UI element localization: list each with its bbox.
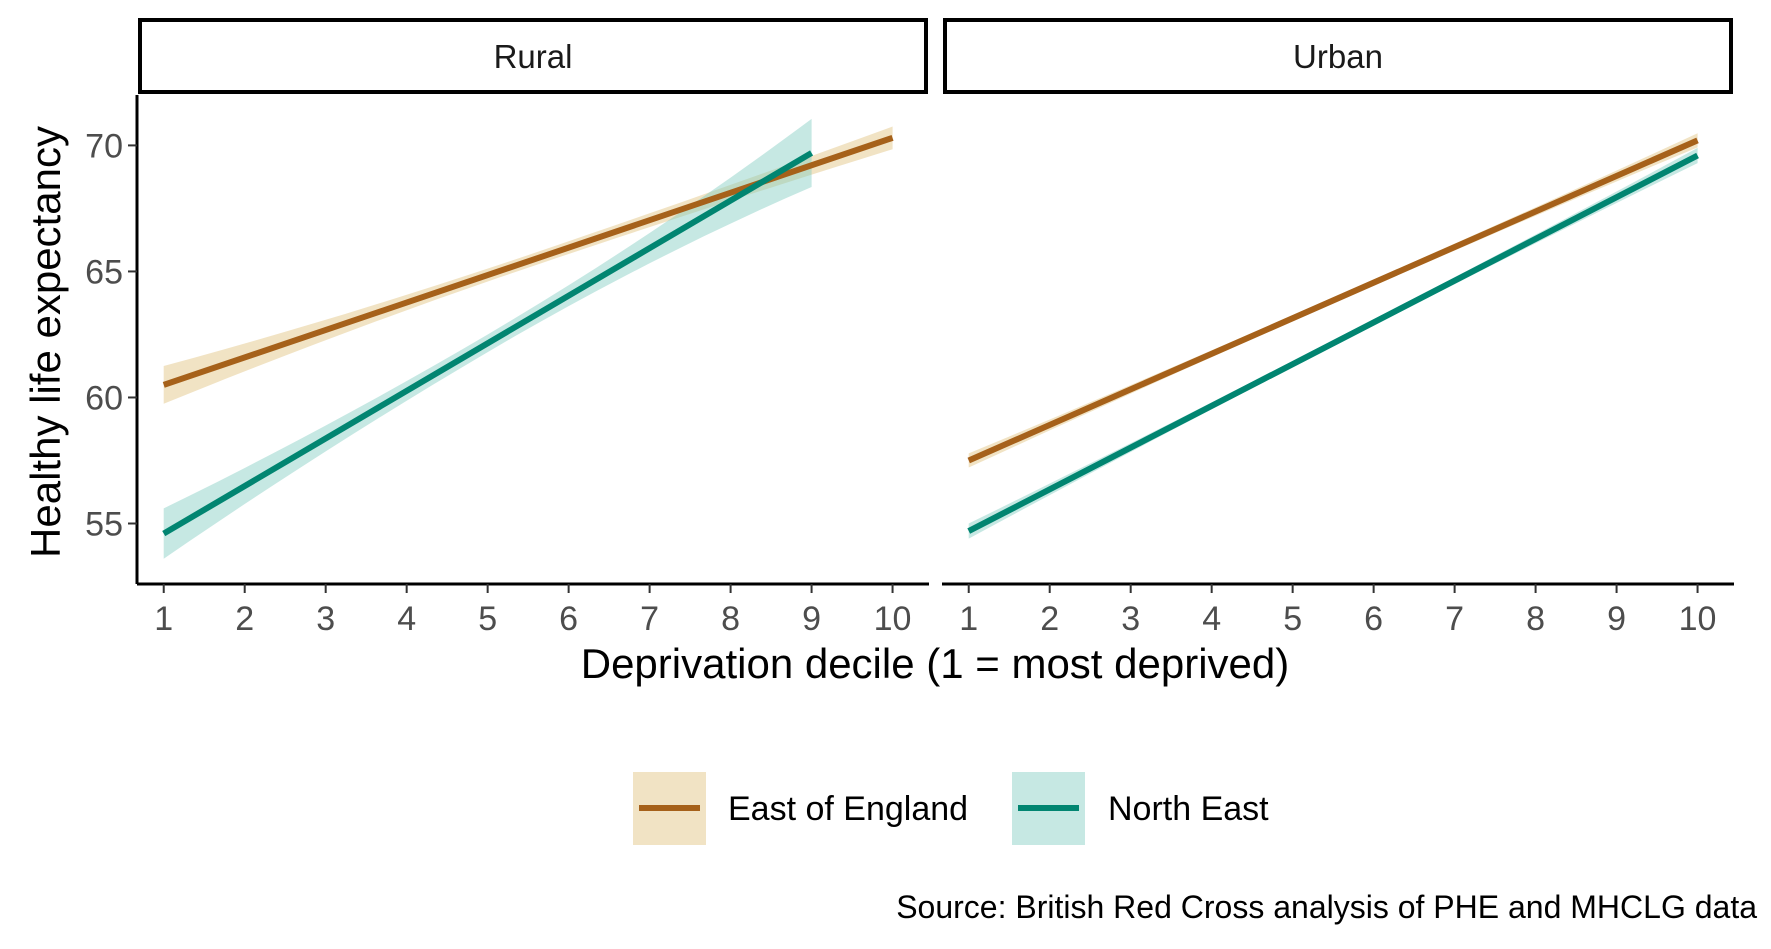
legend-label-east-of-england: East of England xyxy=(728,790,968,828)
series-line-urban-north-east xyxy=(967,152,1699,534)
y-tick-label: 55 xyxy=(85,506,123,544)
ci-band-rural-north-east xyxy=(163,118,812,559)
x-tick-label-rural: 10 xyxy=(874,600,912,638)
strip-label-urban: Urban xyxy=(1293,38,1383,75)
x-tick-label-rural: 7 xyxy=(640,600,659,638)
x-tick-label-urban: 5 xyxy=(1283,600,1302,638)
x-tick-label-rural: 2 xyxy=(235,600,254,638)
strip-rural xyxy=(138,18,928,94)
x-tick-label-urban: 3 xyxy=(1121,600,1140,638)
strip-label-rural: Rural xyxy=(494,38,573,75)
x-tick-label-rural: 4 xyxy=(397,600,416,638)
x-tick-label-rural: 8 xyxy=(721,600,740,638)
x-axis-title: Deprivation decile (1 = most deprived) xyxy=(581,640,1290,687)
x-tick-label-urban: 9 xyxy=(1607,600,1626,638)
series-line-rural-north-east xyxy=(162,150,814,537)
legend-label-north-east: North East xyxy=(1108,790,1269,828)
x-tick-label-rural: 5 xyxy=(478,600,497,638)
y-tick-label: 70 xyxy=(85,127,123,165)
x-tick-label-urban: 10 xyxy=(1679,600,1717,638)
x-tick-label-rural: 9 xyxy=(802,600,821,638)
chart-caption: Source: British Red Cross analysis of PH… xyxy=(896,889,1757,925)
x-tick-label-rural: 6 xyxy=(559,600,578,638)
y-tick-label: 65 xyxy=(85,253,123,291)
x-tick-label-urban: 4 xyxy=(1202,600,1221,638)
x-tick-label-urban: 8 xyxy=(1526,600,1545,638)
x-tick-label-urban: 1 xyxy=(959,600,978,638)
x-tick-label-urban: 7 xyxy=(1445,600,1464,638)
series-line-rural-east-of-england xyxy=(162,135,894,388)
y-tick-label: 60 xyxy=(85,379,123,417)
ci-band-rural-east-of-england xyxy=(163,126,893,404)
x-tick-label-rural: 3 xyxy=(316,600,335,638)
strip-urban xyxy=(943,18,1733,94)
x-tick-label-urban: 2 xyxy=(1040,600,1059,638)
y-axis-title: Healthy life expectancy xyxy=(22,126,69,558)
x-tick-label-rural: 1 xyxy=(154,600,173,638)
x-tick-label-urban: 6 xyxy=(1364,600,1383,638)
series-line-urban-east-of-england xyxy=(967,137,1699,464)
